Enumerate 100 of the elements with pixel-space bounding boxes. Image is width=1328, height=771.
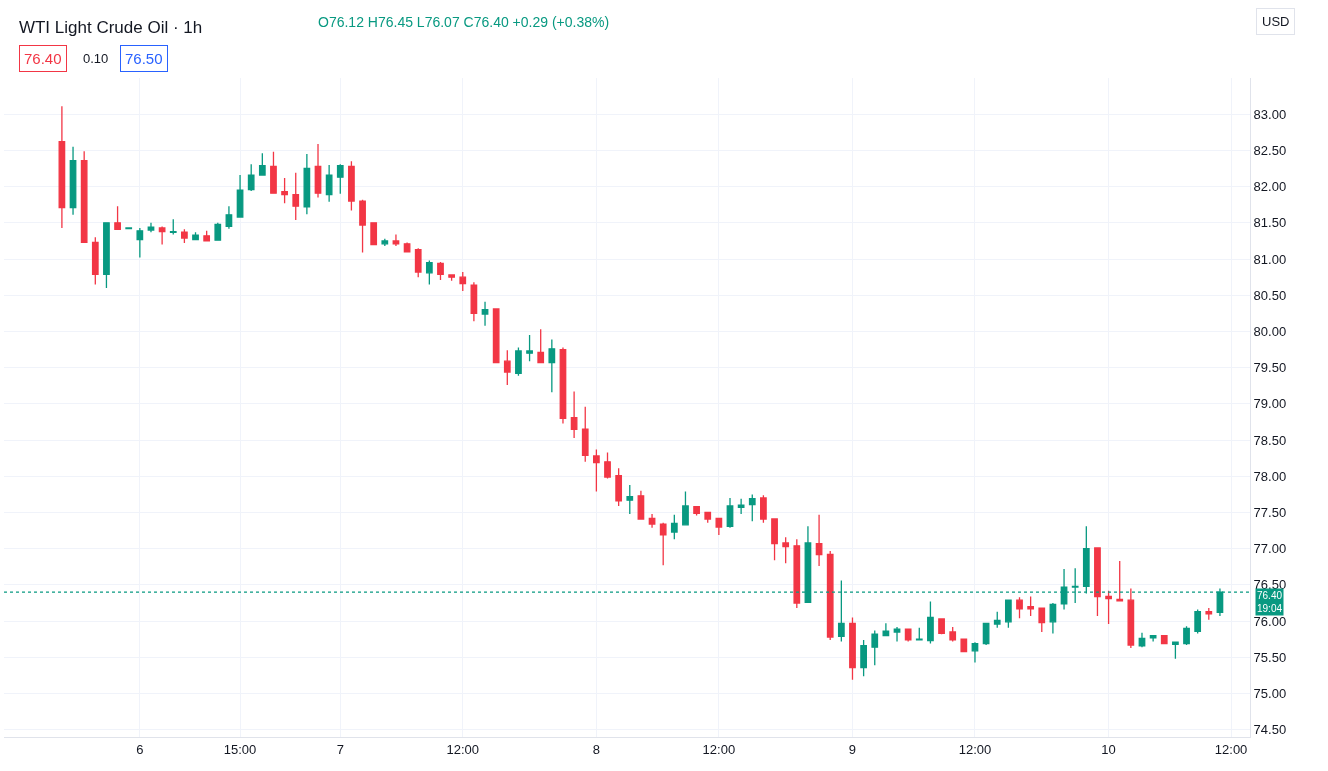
y-tick-label: 80.00 [1253, 324, 1287, 340]
candlestick [314, 143, 322, 199]
y-tick-label: 80.50 [1253, 287, 1287, 303]
y-tick-label: 83.00 [1253, 106, 1287, 122]
candlestick [381, 238, 389, 247]
text: USD [1262, 14, 1290, 29]
candlestick [748, 493, 756, 522]
candlestick [949, 626, 957, 643]
candlestick [1049, 602, 1057, 635]
y-tick-label: 82.00 [1253, 179, 1287, 195]
y-tick-label: 76.00 [1253, 613, 1287, 629]
candlestick [882, 622, 890, 637]
candlestick [336, 163, 344, 195]
candlestick [1105, 590, 1112, 625]
candlestick [281, 177, 288, 204]
x-tick-label: 12:00 [958, 741, 992, 757]
candlestick [659, 521, 667, 567]
candlestick [715, 517, 723, 536]
candlestick [626, 484, 634, 515]
candlestick [448, 273, 455, 282]
candlestick [437, 261, 444, 281]
candlestick [359, 199, 366, 254]
candlestick [203, 230, 211, 242]
y-tick-label: 74.50 [1253, 722, 1287, 738]
candlestick [392, 233, 400, 247]
candlestick [1205, 607, 1213, 621]
candlestick [849, 616, 856, 681]
x-tick-label: 12:00 [702, 741, 736, 757]
candlestick [325, 164, 333, 203]
y-tick-label: 77.50 [1253, 505, 1287, 521]
text: 76.50 [125, 50, 163, 67]
candlestick [136, 227, 144, 259]
candlestick [793, 538, 801, 609]
candlestick [459, 271, 467, 292]
candlestick [1160, 634, 1168, 645]
candlestick [1016, 596, 1023, 619]
y-tick-label: 78.00 [1253, 468, 1287, 484]
candlestick [1038, 607, 1046, 633]
x-tick-label: 10 [1101, 741, 1116, 757]
y-tick-label: 79.00 [1253, 396, 1287, 412]
y-tick-label: 81.50 [1253, 215, 1287, 231]
text: 76.40 [24, 50, 62, 67]
candlestick [760, 494, 767, 524]
candlestick [915, 627, 923, 641]
candlestick [69, 146, 77, 216]
candlestick [1004, 599, 1012, 629]
candlestick [548, 338, 556, 393]
candlestick [570, 390, 578, 439]
candlestick [682, 490, 689, 526]
candlestick [303, 153, 311, 215]
candlestick [537, 328, 545, 364]
x-tick-label: 6 [136, 741, 144, 757]
text: 0.10 [83, 51, 109, 66]
ref-line-label: 76.40 19:04 [1257, 590, 1283, 614]
candlestick [425, 259, 433, 286]
candlestick [860, 639, 867, 677]
candlestick [871, 629, 879, 666]
candlestick [637, 490, 645, 520]
candlestick [693, 506, 700, 517]
candlestick [91, 236, 99, 286]
x-tick-label: 7 [336, 741, 344, 757]
candlestick [893, 626, 901, 643]
candlestick [247, 163, 255, 192]
candlestick [581, 406, 589, 463]
y-tick-label: 77.00 [1253, 541, 1287, 557]
candlestick [169, 218, 177, 236]
candlestick [114, 205, 121, 230]
candlestick [214, 222, 222, 241]
candlestick [80, 150, 88, 244]
candlestick [960, 638, 968, 653]
candlestick [526, 334, 533, 362]
candlestick [1194, 608, 1202, 635]
candlestick [1149, 634, 1157, 643]
candlestick [1138, 632, 1146, 648]
candlestick [414, 247, 422, 278]
candlestick [771, 518, 778, 561]
y-tick-label: 81.00 [1253, 251, 1287, 267]
candlestick [103, 222, 110, 289]
x-tick-label: 15:00 [223, 741, 257, 757]
candlestick [1094, 547, 1101, 617]
candlestick [993, 611, 1001, 629]
x-tick-label: 8 [592, 741, 600, 757]
candlestick [971, 641, 979, 664]
candlestick [704, 511, 712, 524]
candlestick [1116, 560, 1124, 602]
candlestick [559, 346, 567, 425]
candlestick [927, 600, 934, 645]
candlestick [1183, 625, 1190, 646]
candlestick [492, 308, 500, 364]
candlestick [515, 346, 522, 377]
candlestick [236, 174, 244, 218]
candlestick [604, 451, 611, 480]
candlestick [258, 152, 266, 176]
candlestick [726, 497, 734, 529]
candlestick [348, 160, 355, 212]
candlestick [181, 228, 188, 244]
x-tick-label: 9 [848, 741, 857, 757]
candlestick [1027, 595, 1035, 617]
candlestick [1127, 587, 1135, 649]
chart-title: WTI Light Crude Oil · 1h [18, 18, 203, 38]
